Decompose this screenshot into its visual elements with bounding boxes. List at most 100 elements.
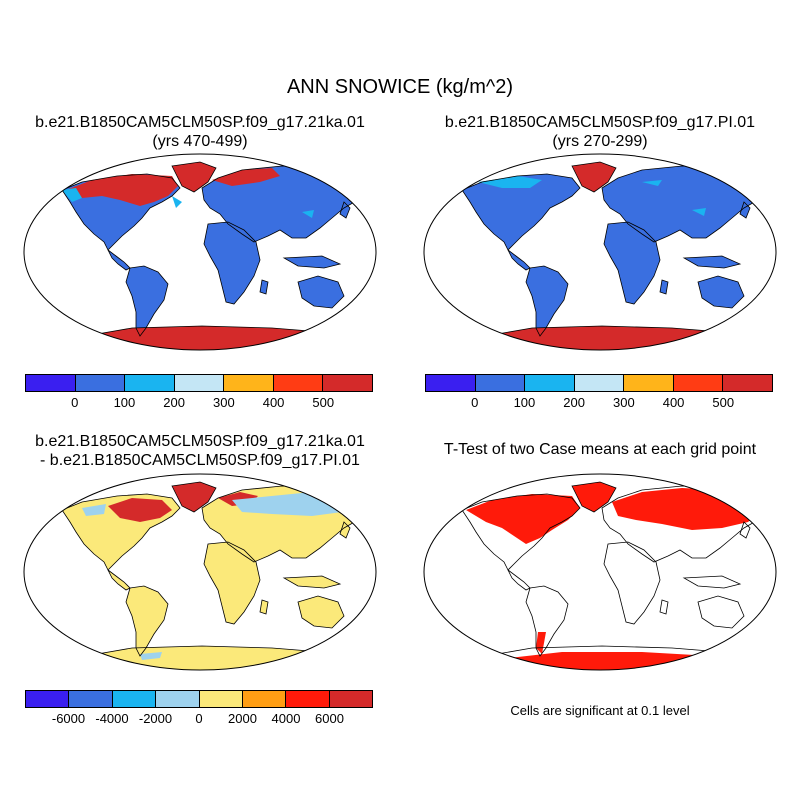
coastline: [61, 173, 181, 251]
coastline: [203, 541, 261, 625]
snow-ice-region: [212, 168, 280, 186]
colorbar-swatch: [426, 375, 476, 391]
land-africa: [204, 542, 260, 624]
colorbar-difference: [25, 690, 373, 708]
colorbar-swatch: [242, 691, 287, 707]
colorbar-tick-label: 0: [71, 395, 79, 410]
colorbar-swatch: [624, 375, 674, 391]
colorbar-swatch: [156, 691, 200, 707]
land-australia: [698, 276, 744, 308]
land-australia: [698, 596, 744, 628]
map-border: [423, 473, 777, 671]
map-border: [23, 473, 377, 671]
map-border: [423, 153, 777, 351]
land-africa: [604, 222, 660, 304]
colorbar-swatch: [286, 691, 330, 707]
coastline: [282, 575, 342, 589]
coastline: [61, 493, 181, 571]
land-madagascar: [660, 280, 668, 294]
coastline: [507, 569, 531, 591]
field-region: [692, 208, 706, 216]
land-africa: [204, 222, 260, 304]
coastline: [682, 575, 742, 589]
colorbar-swatch: [574, 375, 625, 391]
panel-title-line2: (yrs 270-299): [552, 133, 648, 150]
coastline: [659, 599, 669, 615]
panel-title-difference: b.e21.B1850CAM5CLM50SP.f09_g17.21ka.01 -…: [5, 432, 395, 470]
panel-title-case2: b.e21.B1850CAM5CLM50SP.f09_g17.PI.01 (yr…: [405, 113, 795, 151]
colorbar-tick-label: 500: [312, 395, 335, 410]
field-region: [62, 188, 82, 202]
significance-note: Cells are significant at 0.1 level: [510, 703, 690, 718]
colorbar-tick-label: -6000: [51, 711, 86, 726]
land-eurasia: [602, 166, 766, 242]
colorbar-swatch: [174, 375, 225, 391]
colorbar-labels-case1: 0 100 200 300 400 500: [25, 395, 373, 411]
colorbar-swatch: [26, 691, 70, 707]
coastline: [461, 173, 581, 251]
snow-ice-region: [108, 498, 172, 522]
land-indonesia: [684, 576, 740, 588]
land-centralamerica: [508, 250, 530, 270]
colorbar-labels-case2: 0 100 200 300 400 500: [425, 395, 773, 411]
coastline: [682, 255, 742, 269]
land-southamerica: [526, 266, 568, 336]
map-case1: [23, 153, 377, 351]
panel-title-line2: - b.e21.B1850CAM5CLM50SP.f09_g17.PI.01: [40, 452, 360, 469]
significant-region: [536, 632, 546, 654]
coastline: [171, 161, 217, 193]
panel-title-line2: (yrs 470-499): [152, 133, 248, 150]
colorbar-tick-label: 500: [712, 395, 735, 410]
colorbar-tick-label: 100: [513, 395, 536, 410]
land-eurasia: [202, 166, 366, 242]
land-australia: [298, 596, 344, 628]
coastline: [171, 481, 217, 513]
colorbar-swatch: [673, 375, 724, 391]
coastline: [659, 279, 669, 295]
field-region: [82, 504, 106, 516]
panel-title-case1: b.e21.B1850CAM5CLM50SP.f09_g17.21ka.01 (…: [5, 113, 395, 151]
land-southamerica: [526, 586, 568, 656]
panel-title-line1: T-Test of two Case means at each grid po…: [443, 441, 757, 458]
coastline: [203, 221, 261, 305]
colorbar-swatch: [199, 691, 243, 707]
panel-title-line1: b.e21.B1850CAM5CLM50SP.f09_g17.PI.01: [444, 114, 756, 131]
colorbar-swatch: [323, 375, 373, 391]
colorbar-tick-label: 0: [195, 711, 203, 726]
coastline: [507, 249, 531, 271]
colorbar-tick-label: 0: [471, 395, 479, 410]
colorbar-swatch: [224, 375, 274, 391]
significant-region: [466, 494, 580, 544]
colorbar-swatch: [112, 691, 157, 707]
colorbar-tick-label: 200: [563, 395, 585, 410]
coastline: [697, 275, 745, 309]
colorbar-swatch: [723, 375, 773, 391]
colorbar-swatch: [273, 375, 324, 391]
land-africa: [604, 542, 660, 624]
land-madagascar: [660, 600, 668, 614]
coastline: [603, 221, 661, 305]
colorbar-tick-label: 4000: [271, 711, 301, 726]
map-case2: [423, 153, 777, 351]
field-region: [642, 180, 662, 186]
colorbar-swatch: [525, 375, 575, 391]
colorbar-swatch: [69, 691, 113, 707]
coastline: [571, 161, 617, 193]
colorbar-tick-label: 300: [212, 395, 235, 410]
land-southamerica: [126, 586, 168, 656]
coastline: [339, 521, 351, 539]
colorbar-swatch: [75, 375, 126, 391]
field-region: [172, 196, 182, 208]
colorbar-tick-label: -4000: [95, 711, 129, 726]
coastline: [259, 279, 269, 295]
map-border: [23, 153, 377, 351]
coastline: [739, 521, 751, 539]
coastline: [297, 595, 345, 629]
significant-region: [572, 482, 616, 512]
land-madagascar: [260, 280, 268, 294]
snow-ice-region: [172, 162, 216, 192]
land-indonesia: [284, 576, 340, 588]
colorbar-tick-label: -2000: [138, 711, 173, 726]
coastline: [571, 481, 617, 513]
coastline: [339, 201, 351, 219]
